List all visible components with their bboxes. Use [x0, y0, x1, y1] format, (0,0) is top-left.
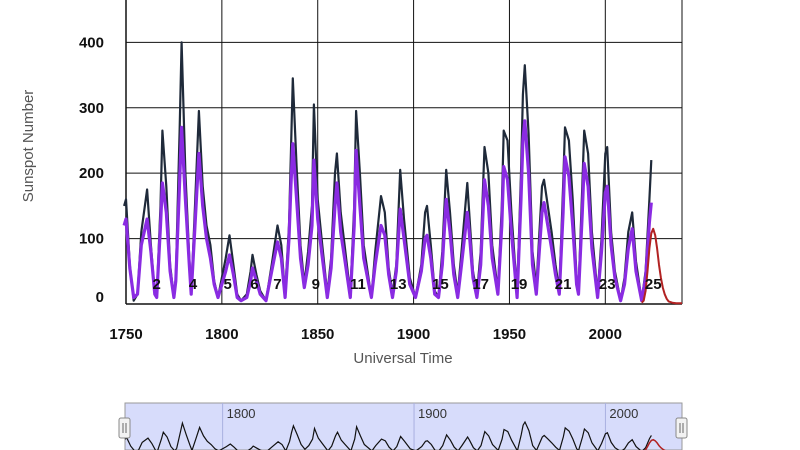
navigator-series [124, 420, 666, 450]
cycle-label-6: 6 [250, 276, 258, 293]
x-axis-title: Universal Time [353, 350, 452, 367]
sunspot-chart: 0 100 200 300 400 1750 1800 1850 1900 1950 2000 2… [20, 0, 683, 367]
nav-predicted-line [644, 438, 666, 450]
cycle-label-9: 9 [312, 276, 320, 293]
cycle-label-17: 17 [472, 276, 489, 293]
nav-label-1800: 1800 [227, 406, 256, 421]
cycle-label-21: 21 [555, 276, 572, 293]
y-axis-title: Sunspot Number [20, 90, 37, 203]
navigator-gridlines [222, 403, 606, 450]
x-axis-ticks: 1750 1800 1850 1900 1950 2000 [109, 326, 622, 343]
cycle-label-11: 11 [350, 276, 366, 293]
y-tick-400: 400 [79, 34, 104, 51]
nav-series-line [124, 420, 652, 450]
cycle-label-7: 7 [273, 276, 281, 293]
cycle-label-25: 25 [645, 276, 662, 293]
cycle-label-2: 2 [153, 276, 161, 293]
x-tick-1950: 1950 [493, 326, 526, 343]
series-predicted [640, 227, 682, 305]
x-tick-2000: 2000 [589, 326, 622, 343]
navigator-right-handle[interactable] [675, 417, 688, 439]
y-tick-0: 0 [96, 289, 104, 306]
cycle-label-5: 5 [223, 276, 231, 293]
y-tick-300: 300 [79, 100, 104, 117]
y-tick-100: 100 [79, 231, 104, 248]
x-tick-1850: 1850 [301, 326, 334, 343]
cycle-labels: 2 4 5 6 7 9 11 13 15 17 19 21 23 25 [153, 276, 662, 293]
nav-label-1900: 1900 [418, 406, 447, 421]
cycle-label-15: 15 [432, 276, 449, 293]
series-layer [122, 41, 682, 305]
cycle-label-23: 23 [599, 276, 616, 293]
series-smoothed [122, 119, 653, 303]
x-tick-1750: 1750 [109, 326, 142, 343]
cycle-label-4: 4 [189, 276, 198, 293]
x-tick-1900: 1900 [397, 326, 430, 343]
cycle-label-13: 13 [390, 276, 407, 293]
navigator-left-handle[interactable] [118, 417, 131, 439]
y-tick-200: 200 [79, 165, 104, 182]
cycle-label-19: 19 [511, 276, 528, 293]
x-tick-1800: 1800 [205, 326, 238, 343]
y-axis-ticks: 0 100 200 300 400 [79, 34, 104, 306]
navigator-labels: 1800 1900 2000 [227, 406, 639, 421]
nav-label-2000: 2000 [609, 406, 638, 421]
